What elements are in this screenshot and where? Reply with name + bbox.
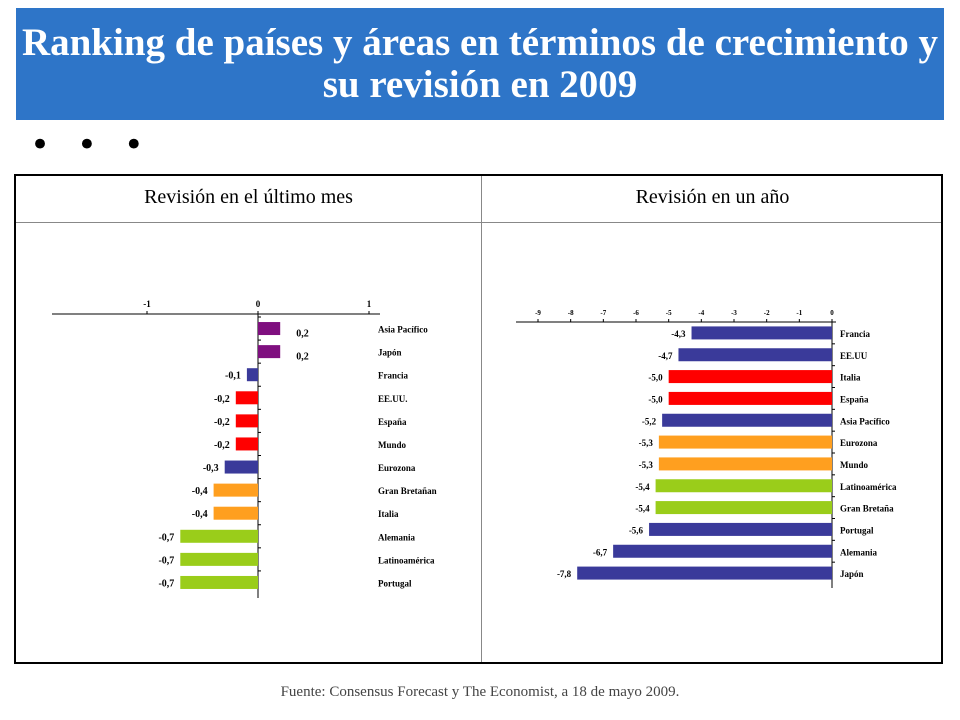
bar xyxy=(655,479,832,493)
data-label: -5,0 xyxy=(648,394,663,404)
data-label: -4,3 xyxy=(671,329,686,339)
data-label: -0,7 xyxy=(158,532,174,543)
category-label: Eurozona xyxy=(378,463,416,473)
bar xyxy=(235,414,258,428)
data-label: -0,3 xyxy=(203,463,219,474)
data-label: 0,2 xyxy=(296,329,309,340)
source-note: Fuente: Consensus Forecast y The Economi… xyxy=(280,684,680,700)
category-label: Mundo xyxy=(378,440,407,450)
data-label: -0,4 xyxy=(192,509,208,520)
x-tick-label: -4 xyxy=(698,309,704,317)
data-label: -0,1 xyxy=(225,371,241,382)
x-tick-label: -2 xyxy=(764,309,770,317)
x-tick-label: -7 xyxy=(600,309,606,317)
chart-last-month-revision: -1 0 1 0,2 Asia Pacífico 0,2 Japón -0,1 Francia -… xyxy=(52,299,437,598)
bar xyxy=(180,529,258,543)
bar xyxy=(649,522,832,536)
x-tick-label: 0 xyxy=(256,299,261,309)
category-label: Asia Pacífico xyxy=(840,416,890,426)
category-label: Gran Bretañan xyxy=(378,486,437,496)
data-label: -6,7 xyxy=(593,547,608,557)
x-tick-label: -6 xyxy=(633,309,639,317)
bar xyxy=(613,544,832,558)
column-header-one-year: Revisión en un año xyxy=(635,186,790,208)
bar xyxy=(655,501,832,515)
bar xyxy=(662,413,832,427)
data-label: -5,4 xyxy=(635,504,650,514)
category-label: Francia xyxy=(378,371,408,381)
chart-one-year-revision: -9 -8 -7 -6 -5 -4 -3 -2 -1 0 -4,3 Francia -4,7 EE.UU -… xyxy=(516,309,897,588)
data-label: -0,2 xyxy=(214,440,230,451)
table-column-divider xyxy=(481,176,482,662)
data-label: -0,2 xyxy=(214,394,230,405)
category-label: Alemania xyxy=(840,547,877,557)
category-label: EE.UU. xyxy=(378,394,408,404)
bar xyxy=(180,575,258,589)
bar xyxy=(246,368,258,382)
category-label: Japón xyxy=(378,348,402,358)
bar xyxy=(691,326,832,340)
bar xyxy=(180,552,258,566)
category-label: Alemania xyxy=(378,532,415,542)
bar xyxy=(658,457,832,471)
bar xyxy=(213,483,258,497)
x-tick-label: -8 xyxy=(568,309,574,317)
bar xyxy=(258,322,281,336)
x-tick-label: -5 xyxy=(666,309,672,317)
data-label: -5,3 xyxy=(639,460,654,470)
bar xyxy=(678,348,832,362)
data-label: -5,3 xyxy=(639,438,654,448)
category-label: España xyxy=(378,417,407,427)
bar xyxy=(668,370,832,384)
category-label: Japón xyxy=(840,569,864,579)
title-banner: Ranking de países y áreas en términos de… xyxy=(16,8,944,120)
category-label: Latinoamérica xyxy=(840,482,897,492)
data-label: -5,2 xyxy=(642,416,657,426)
category-label: Portugal xyxy=(840,525,874,535)
data-label: -0,7 xyxy=(158,578,174,589)
category-label: Eurozona xyxy=(840,438,878,448)
data-label: -0,7 xyxy=(158,555,174,566)
x-tick-label: 0 xyxy=(830,309,834,317)
bar xyxy=(577,566,832,580)
bar xyxy=(258,345,281,359)
bar xyxy=(668,391,832,405)
category-label: España xyxy=(840,394,869,404)
x-tick-label: 1 xyxy=(367,299,372,309)
x-tick-label: -3 xyxy=(731,309,737,317)
x-tick-label: -1 xyxy=(796,309,802,317)
page-title: Ranking de países y áreas en términos de… xyxy=(21,21,939,106)
bullet-dots: • • • xyxy=(30,125,152,165)
category-label: Francia xyxy=(840,329,870,339)
data-label: -5,4 xyxy=(635,482,650,492)
comparison-table: Revisión en el último mes Revisión en un… xyxy=(14,174,943,664)
data-label: 0,2 xyxy=(296,352,309,363)
column-header-last-month: Revisión en el último mes xyxy=(144,186,353,208)
data-label: -7,8 xyxy=(557,569,572,579)
bar xyxy=(224,460,258,474)
category-label: Latinoamérica xyxy=(378,555,435,565)
bar xyxy=(235,437,258,451)
category-label: Portugal xyxy=(378,578,412,588)
bar xyxy=(658,435,832,449)
x-tick-label: -1 xyxy=(143,299,151,309)
category-label: Italia xyxy=(378,509,399,519)
bar xyxy=(235,391,258,405)
table-header-divider xyxy=(16,222,941,223)
data-label: -0,2 xyxy=(214,417,230,428)
data-label: -5,0 xyxy=(648,373,663,383)
category-label: Mundo xyxy=(840,460,869,470)
data-label: -5,6 xyxy=(629,525,644,535)
bar xyxy=(213,506,258,520)
data-label: -4,7 xyxy=(658,351,673,361)
category-label: Italia xyxy=(840,373,861,383)
category-label: Gran Bretaña xyxy=(840,504,894,514)
x-tick-label: -9 xyxy=(535,309,541,317)
category-label: EE.UU xyxy=(840,351,868,361)
category-label: Asia Pacífico xyxy=(378,325,428,335)
data-label: -0,4 xyxy=(192,486,208,497)
